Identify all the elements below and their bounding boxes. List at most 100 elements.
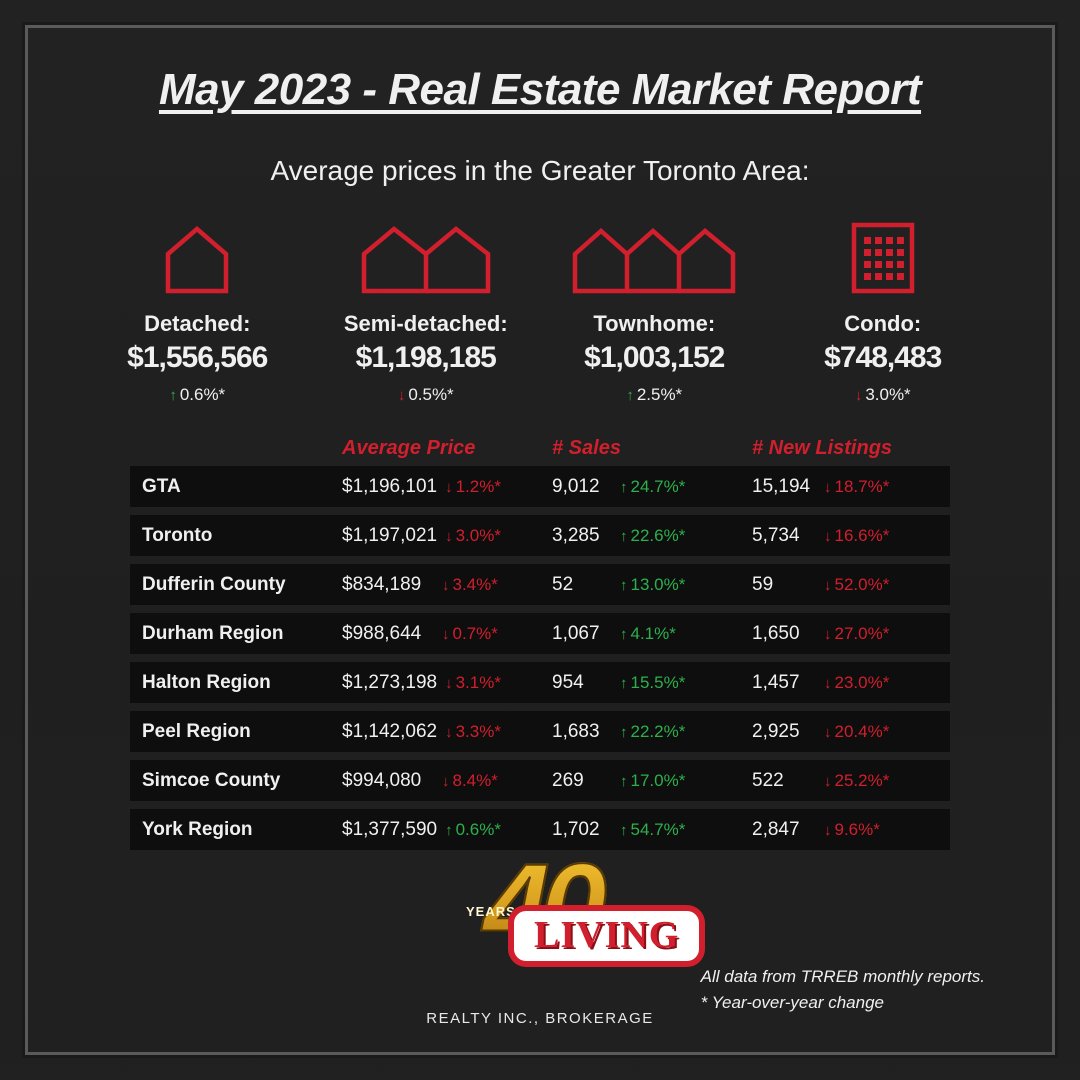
cell-avg-price: $1,377,590 ↑0.6%* — [330, 819, 540, 841]
sales-value: 1,702 — [552, 819, 612, 841]
sales-change: ↑4.1%* — [620, 624, 676, 644]
cell-avg-price: $1,197,021 ↓3.0%* — [330, 525, 540, 547]
arrow-down-icon: ↓ — [824, 577, 832, 594]
cell-avg-price: $1,196,101↓1.2%* — [330, 476, 540, 498]
listings-value: 15,194 — [752, 476, 816, 498]
region-table: Average Price # Sales # New Listings GTA… — [130, 437, 950, 850]
arrow-down-icon: ↓ — [445, 724, 453, 741]
price-change: ↑0.6%* — [445, 820, 501, 840]
price-value: $1,377,590 — [342, 819, 437, 841]
listings-change: ↓27.0%* — [824, 624, 889, 644]
cell-sales: 1,683↑22.2%* — [540, 721, 740, 743]
page-subtitle: Average prices in the Greater Toronto Ar… — [63, 155, 1017, 187]
report-frame: May 2023 - Real Estate Market Report Ave… — [22, 22, 1058, 1058]
type-change: ↓0.5%* — [312, 385, 541, 405]
region-name: Durham Region — [130, 623, 330, 645]
region-name: GTA — [130, 476, 330, 498]
cell-listings: 2,847↓9.6%* — [740, 819, 950, 841]
col-sales: # Sales — [540, 437, 740, 460]
price-change: ↓3.1%* — [445, 673, 501, 693]
arrow-down-icon: ↓ — [398, 387, 406, 404]
region-name: Toronto — [130, 525, 330, 547]
type-card-semi: Semi-detached: $1,198,185 ↓0.5%* — [312, 217, 541, 405]
page-title: May 2023 - Real Estate Market Report — [63, 65, 1017, 115]
listings-value: 522 — [752, 770, 816, 792]
listings-change: ↓25.2%* — [824, 771, 889, 791]
cell-listings: 2,925↓20.4%* — [740, 721, 950, 743]
sales-value: 954 — [552, 672, 612, 694]
cell-avg-price: $834,189↓3.4%* — [330, 574, 540, 596]
sales-change: ↑22.6%* — [620, 526, 685, 546]
type-change: ↓3.0%* — [769, 385, 998, 405]
table-header-row: Average Price # Sales # New Listings — [130, 437, 950, 460]
listings-value: 1,650 — [752, 623, 816, 645]
arrow-down-icon: ↓ — [824, 626, 832, 643]
logo-subtitle: REALTY INC., BROKERAGE — [410, 1010, 670, 1027]
type-label: Semi-detached: — [312, 311, 541, 337]
type-change: ↑0.6%* — [83, 385, 312, 405]
sales-change: ↑22.2%* — [620, 722, 685, 742]
cell-sales: 52↑13.0%* — [540, 574, 740, 596]
cell-listings: 1,457 ↓23.0%* — [740, 672, 950, 694]
arrow-down-icon: ↓ — [824, 479, 832, 496]
arrow-down-icon: ↓ — [442, 773, 450, 790]
sales-change: ↑17.0%* — [620, 771, 685, 791]
arrow-up-icon: ↑ — [620, 822, 628, 839]
sales-change: ↑54.7%* — [620, 820, 685, 840]
logo-block: 40 YEARS LIVING REALTY INC., BROKERAGE — [410, 852, 670, 1027]
cell-sales: 9,012↑24.7%* — [540, 476, 740, 498]
cell-sales: 954 ↑15.5%* — [540, 672, 740, 694]
price-change: ↓0.7%* — [442, 624, 498, 644]
type-price: $748,483 — [769, 341, 998, 375]
arrow-up-icon: ↑ — [620, 528, 628, 545]
type-price: $1,003,152 — [540, 341, 769, 375]
arrow-down-icon: ↓ — [824, 675, 832, 692]
listings-change: ↓20.4%* — [824, 722, 889, 742]
cell-avg-price: $994,080↓8.4%* — [330, 770, 540, 792]
cell-sales: 1,067↑4.1%* — [540, 623, 740, 645]
arrow-down-icon: ↓ — [442, 577, 450, 594]
price-value: $1,142,062 — [342, 721, 437, 743]
price-change: ↓3.0%* — [445, 526, 501, 546]
cell-avg-price: $1,142,062↓3.3%* — [330, 721, 540, 743]
table-row: Peel Region$1,142,062↓3.3%*1,683↑22.2%*2… — [130, 711, 950, 752]
listings-change: ↓52.0%* — [824, 575, 889, 595]
sales-change: ↑15.5%* — [620, 673, 685, 693]
cell-listings: 59↓52.0%* — [740, 574, 950, 596]
arrow-up-icon: ↑ — [626, 387, 634, 404]
arrow-up-icon: ↑ — [620, 773, 628, 790]
table-row: GTA$1,196,101↓1.2%*9,012↑24.7%*15,194↓18… — [130, 466, 950, 507]
arrow-down-icon: ↓ — [442, 626, 450, 643]
arrow-up-icon: ↑ — [620, 479, 628, 496]
logo-living-badge: LIVING — [510, 907, 703, 965]
arrow-up-icon: ↑ — [169, 387, 177, 404]
cell-sales: 1,702 ↑54.7%* — [540, 819, 740, 841]
arrow-down-icon: ↓ — [855, 387, 863, 404]
arrow-down-icon: ↓ — [445, 528, 453, 545]
house-icon — [83, 217, 312, 297]
col-avg-price: Average Price — [330, 437, 540, 460]
listings-change: ↓9.6%* — [824, 820, 880, 840]
region-name: Halton Region — [130, 672, 330, 694]
arrow-down-icon: ↓ — [824, 528, 832, 545]
cell-avg-price: $1,273,198↓3.1%* — [330, 672, 540, 694]
col-region — [130, 437, 330, 460]
type-change: ↑2.5%* — [540, 385, 769, 405]
type-label: Townhome: — [540, 311, 769, 337]
table-row: Simcoe County$994,080↓8.4%*269↑17.0%*522… — [130, 760, 950, 801]
cell-listings: 522 ↓25.2%* — [740, 770, 950, 792]
price-value: $834,189 — [342, 574, 434, 596]
sales-value: 269 — [552, 770, 612, 792]
logo-years: YEARS — [466, 904, 516, 919]
footnote-line: * Year-over-year change — [701, 990, 985, 1016]
listings-change: ↓23.0%* — [824, 673, 889, 693]
sales-value: 52 — [552, 574, 612, 596]
price-value: $994,080 — [342, 770, 434, 792]
price-value: $1,197,021 — [342, 525, 437, 547]
arrow-down-icon: ↓ — [445, 479, 453, 496]
footnote: All data from TRREB monthly reports. * Y… — [701, 964, 985, 1015]
listings-value: 1,457 — [752, 672, 816, 694]
sales-value: 9,012 — [552, 476, 612, 498]
type-price: $1,198,185 — [312, 341, 541, 375]
region-name: York Region — [130, 819, 330, 841]
